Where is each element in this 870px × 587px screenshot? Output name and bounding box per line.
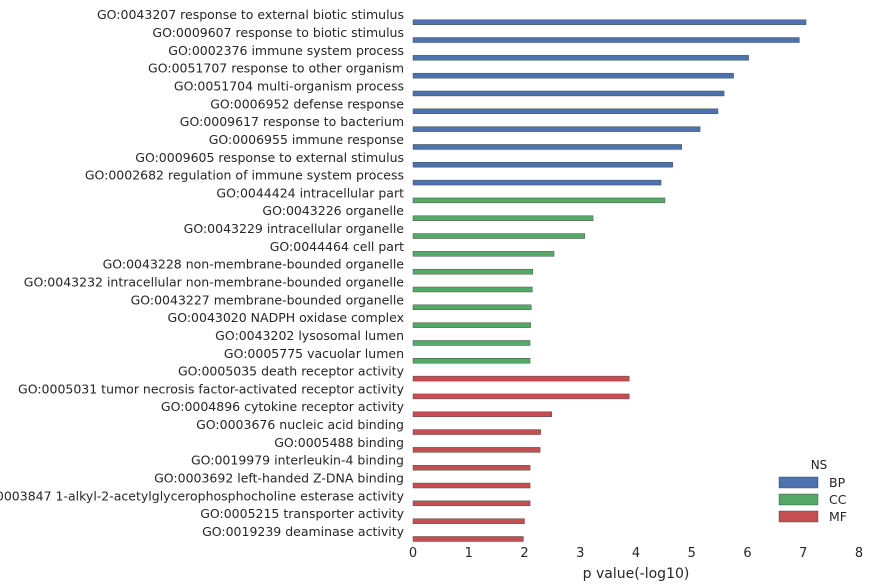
- category-label: GO:0019979 interleukin-4 binding: [191, 453, 404, 468]
- legend-title: NS: [811, 458, 828, 472]
- bar-cc: [412, 233, 585, 239]
- x-tick-label: 4: [632, 546, 640, 561]
- x-tick-label: 0: [409, 546, 417, 561]
- x-axis-label: p value(-log10): [583, 566, 690, 582]
- category-label: GO:0004896 cytokine receptor activity: [161, 399, 405, 414]
- category-label: GO:0043226 organelle: [262, 203, 404, 218]
- bar-bp: [412, 19, 807, 25]
- category-label: GO:0003692 left-handed Z-DNA binding: [154, 471, 404, 486]
- bar-mf: [412, 500, 531, 507]
- category-label: GO:0043232 intracellular non-membrane-bo…: [24, 275, 405, 290]
- bar-cc: [412, 268, 534, 275]
- bar-cc: [412, 358, 531, 364]
- category-label: GO:0044464 cell part: [270, 239, 404, 254]
- legend-swatch-cc: [778, 493, 819, 506]
- category-label: GO:0006955 immune response: [209, 132, 405, 147]
- category-label: GO:0009617 response to bacterium: [180, 114, 404, 129]
- category-label: GO:0006952 defense response: [210, 96, 404, 111]
- x-tick-label: 3: [576, 546, 584, 561]
- category-label: GO:0005488 binding: [274, 435, 404, 450]
- bar-cc: [412, 215, 594, 221]
- legend-label-cc: CC: [829, 492, 847, 507]
- category-label: GO:0003847 1-alkyl-2-acetylglycerophosph…: [0, 488, 405, 503]
- bar-cc: [412, 322, 531, 328]
- category-label: GO:0002682 regulation of immune system p…: [85, 168, 404, 183]
- category-label: GO:0009605 response to external stimulus: [135, 150, 404, 165]
- bar-mf: [412, 482, 531, 489]
- category-label: GO:0044424 intracellular part: [216, 185, 404, 200]
- bar-bp: [412, 126, 701, 132]
- bar-cc: [412, 286, 533, 293]
- legend-swatch-bp: [778, 476, 819, 489]
- legend-label-mf: MF: [829, 509, 847, 524]
- category-label: GO:0005031 tumor necrosis factor-activat…: [18, 381, 405, 396]
- category-label: GO:0051704 multi-organism process: [174, 78, 404, 93]
- bar-cc: [412, 251, 555, 257]
- category-label: GO:0043202 lysosomal lumen: [215, 328, 404, 343]
- bar-mf: [412, 429, 541, 435]
- bar-mf: [412, 411, 553, 417]
- category-label: GO:0005215 transporter activity: [200, 506, 404, 521]
- bar-mf: [412, 465, 531, 471]
- x-tick-label: 8: [855, 546, 863, 561]
- bar-bp: [412, 144, 682, 150]
- category-label: GO:0009607 response to biotic stimulus: [152, 25, 404, 40]
- bar-cc: [412, 340, 531, 346]
- category-label: GO:0043227 membrane-bounded organelle: [131, 292, 405, 307]
- bar-cc: [412, 304, 532, 311]
- legend-swatch-mf: [778, 510, 819, 523]
- category-label: GO:0003676 nucleic acid binding: [196, 417, 404, 432]
- bar-mf: [412, 518, 525, 524]
- bar-bp: [412, 179, 662, 186]
- bar-mf: [412, 447, 541, 453]
- bars: [412, 19, 807, 542]
- category-label: GO:0043020 NADPH oxidase complex: [168, 310, 404, 325]
- bar-bp: [412, 162, 673, 168]
- x-tick-label: 7: [799, 546, 807, 561]
- category-label: GO:0002376 immune system process: [168, 43, 404, 58]
- category-labels: GO:0043207 response to external biotic s…: [0, 7, 405, 539]
- x-tick-label: 5: [688, 546, 696, 561]
- category-label: GO:0043229 intracellular organelle: [184, 221, 405, 236]
- bar-mf: [412, 536, 524, 542]
- legend-label-bp: BP: [829, 475, 846, 490]
- bar-bp: [412, 55, 749, 61]
- category-label: GO:0005775 vacuolar lumen: [224, 346, 404, 361]
- bar-bp: [412, 108, 719, 115]
- category-label: GO:0019239 deaminase activity: [202, 524, 405, 539]
- category-label: GO:0005035 death receptor activity: [178, 364, 405, 379]
- bar-bp: [412, 37, 800, 43]
- bar-mf: [412, 375, 630, 382]
- bar-cc: [412, 197, 666, 204]
- bar-mf: [412, 393, 630, 400]
- legend: NS BP CC MF: [778, 458, 847, 524]
- x-tick-label: 1: [465, 546, 473, 561]
- x-axis-ticks: 0 1 2 3 4 5 6 7 8: [409, 546, 863, 561]
- category-label: GO:0043207 response to external biotic s…: [97, 7, 404, 22]
- bar-bp: [412, 90, 725, 97]
- x-tick-label: 2: [520, 546, 528, 561]
- category-label: GO:0043228 non-membrane-bounded organell…: [103, 257, 405, 272]
- category-label: GO:0051707 response to other organism: [148, 61, 404, 76]
- bar-bp: [412, 72, 734, 79]
- x-tick-label: 6: [743, 546, 751, 561]
